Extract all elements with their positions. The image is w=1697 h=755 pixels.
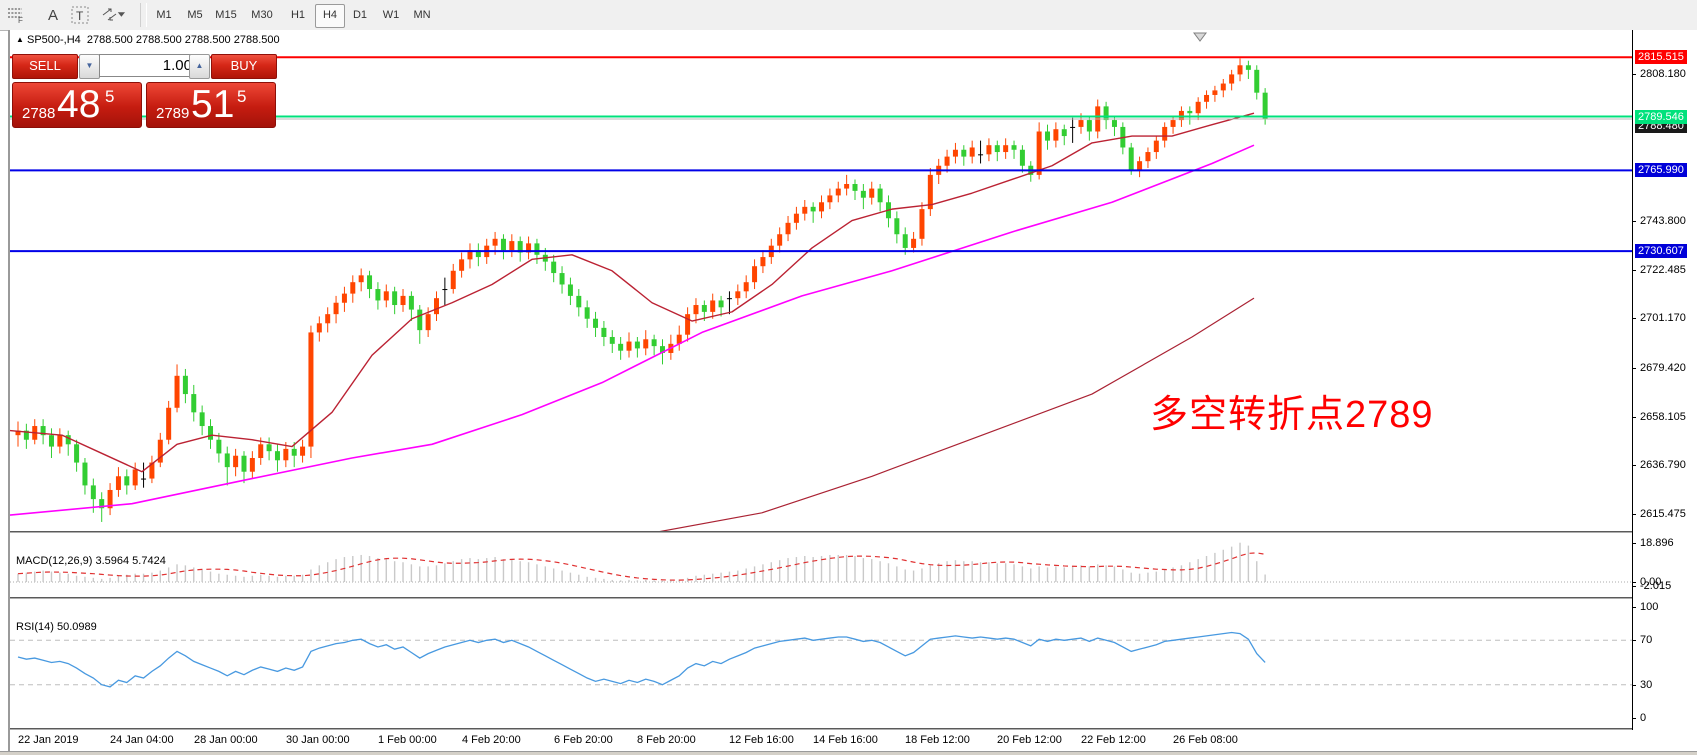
- price-axis-label: 2701.170: [1640, 312, 1686, 325]
- macd-pane[interactable]: [10, 533, 1632, 597]
- timeframe-w1[interactable]: W1: [382, 9, 400, 21]
- axis-tick: [1632, 269, 1636, 271]
- timeframe-d1[interactable]: D1: [352, 9, 368, 21]
- timeframe-m30[interactable]: M30: [251, 9, 273, 21]
- macd-label: MACD(12,26,9) 3.5964 5.7424: [16, 555, 166, 567]
- price-axis-label: 2636.790: [1640, 459, 1686, 472]
- buy-price-small: 2789: [156, 105, 190, 122]
- timeframe-m1[interactable]: M1: [156, 9, 172, 21]
- volume-down-button[interactable]: ▼: [79, 54, 100, 79]
- date-label: 30 Jan 00:00: [286, 734, 350, 746]
- symbol-period: SP500-,H4: [26, 34, 81, 46]
- sell-price-sup: 5: [105, 87, 115, 106]
- buy-button[interactable]: BUY: [211, 54, 277, 79]
- rsi-axis-label: 30: [1640, 678, 1653, 691]
- axis-tick: [1632, 514, 1636, 515]
- date-label: 8 Feb 20:00: [637, 734, 696, 746]
- date-label: 22 Jan 2019: [18, 734, 79, 746]
- axis-tick: [1632, 582, 1636, 583]
- macd-axis-label: 0.00: [1640, 576, 1662, 588]
- timeframe-mn[interactable]: MN: [413, 9, 431, 21]
- axis-tick: [1632, 220, 1636, 222]
- time-axis: 22 Jan 2019 24 Jan 04:00 28 Jan 00:00 30 Ja…: [10, 730, 1697, 752]
- price-badge: 2789.546: [1635, 109, 1687, 124]
- chart-title: ▲ SP500-,H4 2788.500 2788.500 2788.500 2…: [16, 34, 280, 46]
- date-label: 26 Feb 08:00: [1173, 734, 1238, 746]
- date-label: 4 Feb 20:00: [462, 734, 521, 746]
- toolbar: F A T M1 M5 M15 M30 H1 H4 D1 W1 MN: [0, 0, 1697, 31]
- price-axis-label: 2679.420: [1640, 361, 1686, 374]
- chart-annotation-text: 多空转折点2789: [1150, 394, 1434, 436]
- sell-price-small: 2788: [22, 105, 56, 122]
- date-label: 18 Feb 12:00: [905, 734, 970, 746]
- timeframe-h1[interactable]: H1: [290, 9, 306, 21]
- date-label: 14 Feb 16:00: [813, 734, 878, 746]
- axis-tick: [1632, 684, 1636, 686]
- date-label: 22 Feb 12:00: [1081, 734, 1146, 746]
- sell-button[interactable]: SELL: [12, 54, 78, 79]
- timeframe-m5[interactable]: M5: [187, 9, 203, 21]
- ohlc-quotes: 2788.500 2788.500 2788.500 2788.500: [86, 34, 280, 46]
- price-badge: 2730.607: [1635, 244, 1687, 259]
- axis-tick: [1632, 640, 1636, 642]
- buy-price-sup: 5: [237, 87, 247, 106]
- axis-tick: [1632, 74, 1636, 75]
- toolbar-separator: [140, 3, 147, 27]
- rsi-axis-label: 0: [1640, 712, 1647, 724]
- trade-panel-top-row: SELL ▼ ▲ BUY: [12, 54, 278, 79]
- price-axis-label: 2722.485: [1640, 263, 1686, 276]
- volume-input[interactable]: [99, 54, 197, 77]
- axis-tick: [1632, 586, 1636, 588]
- indicator-list-icon[interactable]: F: [6, 3, 32, 27]
- rsi-axis-label: 70: [1640, 634, 1653, 647]
- date-label: 24 Jan 04:00: [110, 734, 174, 746]
- timeframe-h4[interactable]: H4: [315, 4, 345, 28]
- macd-axis-label: -2.015: [1640, 580, 1672, 593]
- svg-text:F: F: [18, 16, 23, 24]
- date-label: 20 Feb 12:00: [997, 734, 1062, 746]
- axis-tick: [1632, 367, 1636, 369]
- axis-tick: [1632, 542, 1636, 544]
- text-box-icon[interactable]: T: [70, 3, 96, 27]
- rsi-pane[interactable]: [10, 599, 1632, 728]
- rsi-label: RSI(14) 50.0989: [16, 621, 97, 633]
- axis-tick: [1632, 607, 1636, 608]
- price-axis-label: 2743.800: [1640, 214, 1686, 227]
- pane-separator: [10, 728, 1632, 730]
- date-label: 12 Feb 16:00: [729, 734, 794, 746]
- axis-tick: [1632, 465, 1636, 467]
- svg-text:T: T: [76, 9, 84, 23]
- macd-axis-label: 18.896: [1640, 536, 1674, 549]
- price-axis-line: [1632, 30, 1633, 730]
- expand-triangle-icon[interactable]: ▲: [16, 35, 24, 44]
- buy-price-big: 51: [191, 83, 235, 126]
- pane-separator[interactable]: [10, 597, 1632, 599]
- axis-tick: [1632, 318, 1636, 320]
- axis-tick: [1632, 416, 1636, 418]
- chart-window: ▲ SP500-,H4 2788.500 2788.500 2788.500 2…: [8, 30, 1697, 752]
- buy-price-box[interactable]: 2789 51 5: [146, 82, 276, 128]
- sell-price-big: 48: [57, 83, 101, 126]
- date-label: 28 Jan 00:00: [194, 734, 258, 746]
- price-badge: 2765.990: [1635, 163, 1687, 178]
- sell-price-box[interactable]: 2788 48 5: [12, 82, 142, 128]
- timeframe-m15[interactable]: M15: [215, 9, 237, 21]
- volume-up-button[interactable]: ▲: [189, 54, 210, 79]
- window-bottom-edge: [0, 751, 1697, 755]
- axis-tick: [1632, 718, 1636, 719]
- cycle-lines-icon[interactable]: [100, 3, 134, 27]
- one-click-trade-panel: SELL ▼ ▲ BUY 2788 48 5 2789 51 5: [12, 54, 278, 128]
- price-axis-label: 2615.475: [1640, 508, 1686, 520]
- date-label: 6 Feb 20:00: [554, 734, 613, 746]
- price-badge: 2815.515: [1635, 50, 1687, 65]
- text-label-icon[interactable]: A: [47, 6, 58, 24]
- date-label: 1 Feb 00:00: [378, 734, 437, 746]
- price-axis-label: 2658.105: [1640, 410, 1686, 423]
- main-chart-pane[interactable]: [10, 30, 1632, 531]
- rsi-axis-label: 100: [1640, 601, 1659, 613]
- pane-separator[interactable]: [10, 531, 1632, 533]
- price-axis-label: 2808.180: [1640, 68, 1686, 80]
